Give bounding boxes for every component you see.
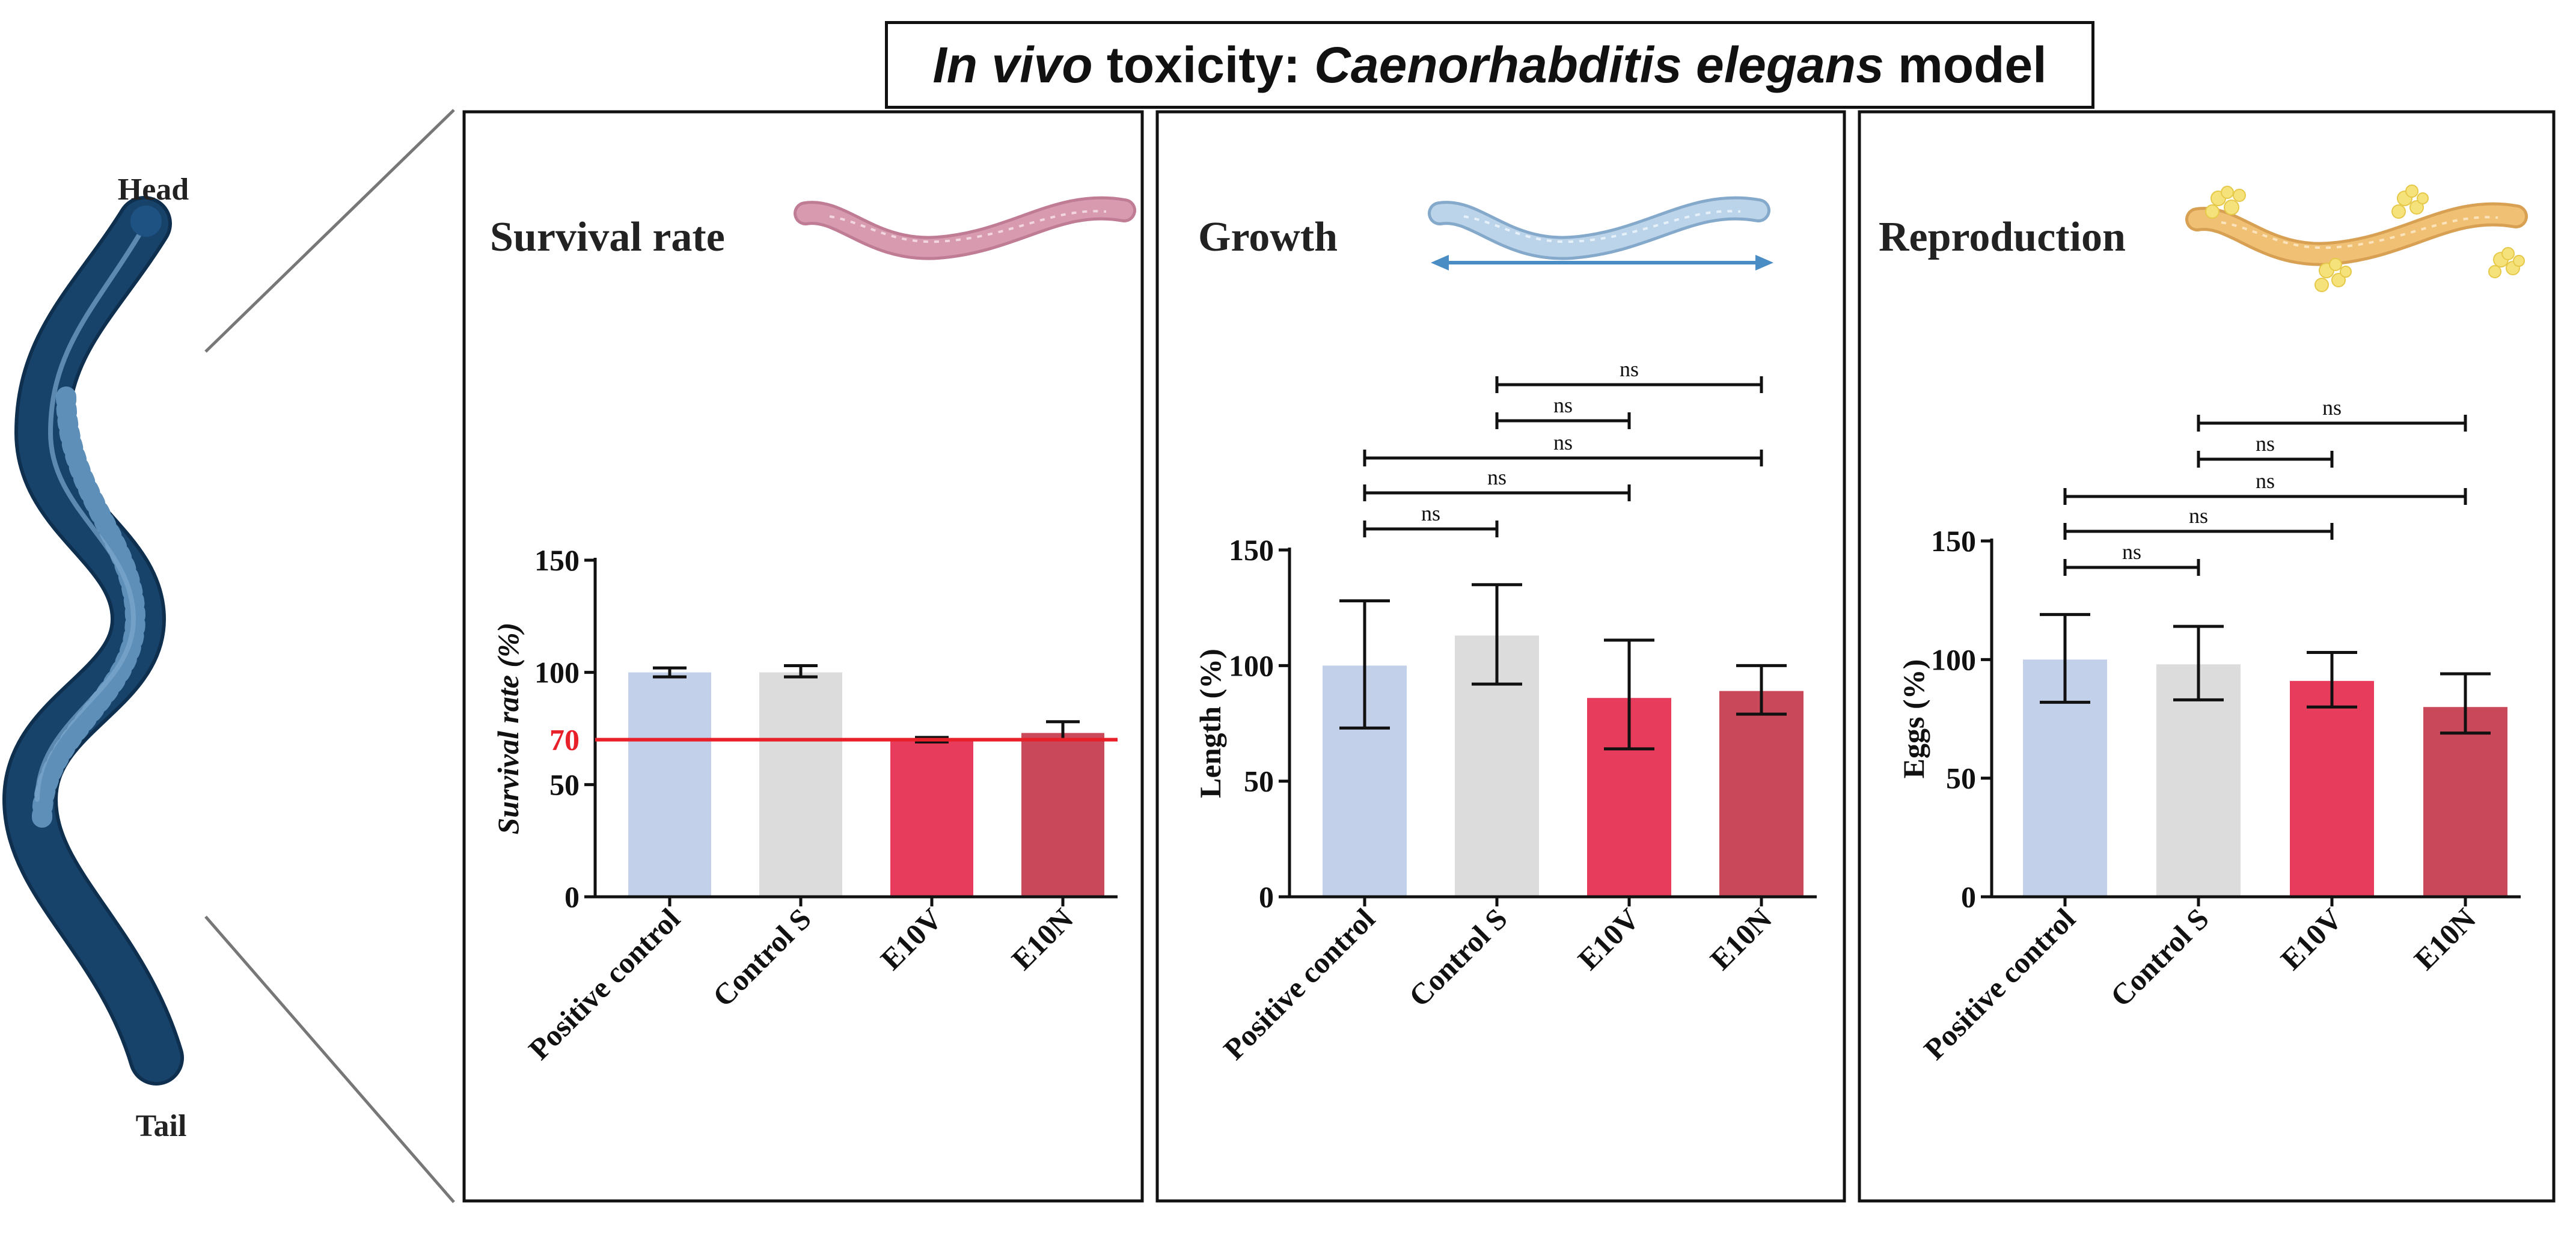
x-tick-label: E10V bbox=[874, 902, 949, 976]
zoom-line-top bbox=[204, 109, 455, 353]
bar-e10v bbox=[2290, 680, 2374, 897]
threshold-label: 70 bbox=[549, 723, 580, 757]
reproduction-worm-icon bbox=[2185, 185, 2528, 292]
bar-e10v bbox=[890, 739, 973, 897]
bar-e10n bbox=[1719, 691, 1804, 897]
error-bar-0 bbox=[1339, 599, 1390, 730]
error-bar-1 bbox=[2173, 625, 2224, 701]
x-tick-label: Positive control bbox=[1217, 902, 1381, 1066]
significance-label: ns bbox=[1487, 465, 1507, 489]
significance-bracket bbox=[2197, 415, 2467, 432]
y-tick-label: 0 bbox=[1259, 880, 1274, 914]
figure-title: In vivo toxicity: Caenorhabditis elegans… bbox=[885, 21, 2094, 109]
significance-bracket bbox=[2063, 523, 2334, 540]
x-tick-label: Control S bbox=[2103, 902, 2215, 1013]
x-tick-label: Control S bbox=[706, 902, 817, 1013]
y-tick-label: 50 bbox=[1244, 765, 1274, 798]
panel-title-reproduction: Reproduction bbox=[1879, 214, 2126, 260]
worm-illustration: Head Tail bbox=[2, 173, 189, 1143]
error-bar-3 bbox=[1736, 664, 1787, 716]
x-tick-label: E10N bbox=[1704, 902, 1778, 976]
significance-label: ns bbox=[1553, 430, 1573, 454]
error-bar-3 bbox=[2440, 672, 2491, 735]
y-tick-label: 0 bbox=[1961, 880, 1976, 914]
survival-worm-icon bbox=[794, 196, 1136, 260]
significance-label: ns bbox=[2256, 432, 2275, 456]
bar-e10n bbox=[1021, 733, 1104, 897]
significance-bracket bbox=[2063, 488, 2467, 505]
worm-head-tip bbox=[130, 206, 162, 237]
error-bar-2 bbox=[1604, 638, 1654, 751]
panel-frame-growth bbox=[1155, 110, 1846, 1203]
error-bar-1 bbox=[784, 664, 818, 679]
y-tick-label: 100 bbox=[1931, 643, 1976, 676]
significance-label: ns bbox=[2189, 504, 2208, 528]
y-axis-label: Eggs (%) bbox=[1897, 659, 1930, 779]
y-axis-label: Length (%) bbox=[1193, 649, 1227, 798]
y-tick-label: 50 bbox=[1946, 762, 1976, 795]
panel-frame-survival bbox=[462, 110, 1144, 1203]
zoom-line-bottom bbox=[204, 915, 455, 1203]
chart-1: 0 50 100 150 Positive control Control S E10V E1… bbox=[1193, 357, 1817, 1066]
significance-bracket bbox=[1363, 484, 1631, 501]
worm-highlight bbox=[35, 232, 142, 802]
x-tick-label: E10V bbox=[2274, 902, 2349, 976]
error-bar-2 bbox=[2307, 650, 2357, 709]
x-tick-label: E10V bbox=[1571, 902, 1646, 976]
significance-label: ns bbox=[2256, 469, 2275, 493]
y-tick-label: 0 bbox=[564, 880, 580, 914]
title-text-model: model bbox=[1883, 36, 2047, 93]
y-axis-label: Survival rate (%) bbox=[491, 623, 525, 835]
bar-positive-control bbox=[628, 672, 711, 897]
significance-bracket bbox=[1363, 521, 1499, 537]
egg-cluster-icons bbox=[2205, 185, 2525, 292]
x-tick-label: Control S bbox=[1402, 902, 1513, 1013]
error-bar-1 bbox=[1472, 583, 1522, 686]
significance-label: ns bbox=[2122, 540, 2141, 564]
significance-bracket bbox=[2063, 559, 2200, 576]
significance-label: ns bbox=[1620, 357, 1639, 381]
panel-frame-reproduction bbox=[1858, 110, 2556, 1203]
y-tick-label: 150 bbox=[534, 543, 580, 577]
significance-bracket bbox=[1495, 376, 1763, 393]
significance-label: ns bbox=[2322, 396, 2342, 420]
y-tick-label: 100 bbox=[534, 656, 580, 689]
bar-control-s bbox=[2156, 664, 2241, 897]
panel-title-survival: Survival rate bbox=[490, 214, 725, 260]
growth-worm-icon bbox=[1428, 196, 1773, 270]
growth-arrow-right-head bbox=[1755, 255, 1773, 270]
y-tick-label: 150 bbox=[1931, 524, 1976, 558]
title-italic-species: Caenorhabditis elegans bbox=[1314, 36, 1884, 93]
x-tick-label: Positive control bbox=[1917, 902, 2082, 1066]
title-italic-invivo: In vivo bbox=[932, 36, 1093, 93]
bar-control-s bbox=[759, 672, 842, 897]
y-tick-label: 50 bbox=[549, 768, 580, 801]
significance-bracket bbox=[2197, 451, 2334, 468]
x-tick-label: E10N bbox=[2408, 902, 2482, 976]
x-tick-label: Positive control bbox=[522, 902, 687, 1066]
significance-bracket bbox=[1363, 450, 1763, 466]
growth-arrow-left-head bbox=[1431, 255, 1449, 270]
panel-title-growth: Growth bbox=[1198, 214, 1338, 260]
significance-bracket bbox=[1495, 412, 1631, 429]
x-tick-label: E10N bbox=[1005, 902, 1080, 976]
worm-head-label: Head bbox=[118, 173, 189, 207]
y-tick-label: 100 bbox=[1229, 649, 1274, 682]
error-bar-0 bbox=[653, 666, 687, 679]
chart-0: 0 50 100 150 Positive control Control S E10V E1… bbox=[491, 543, 1118, 1066]
significance-label: ns bbox=[1553, 393, 1573, 417]
y-tick-label: 150 bbox=[1229, 533, 1274, 567]
title-text-toxicity: toxicity: bbox=[1092, 36, 1315, 93]
worm-tail-label: Tail bbox=[136, 1109, 187, 1143]
significance-label: ns bbox=[1421, 501, 1440, 525]
chart-2: 0 50 100 150 Positive control Control S E10V E1… bbox=[1897, 396, 2521, 1066]
error-bar-0 bbox=[2040, 612, 2090, 704]
bar-e10n bbox=[2423, 707, 2507, 897]
